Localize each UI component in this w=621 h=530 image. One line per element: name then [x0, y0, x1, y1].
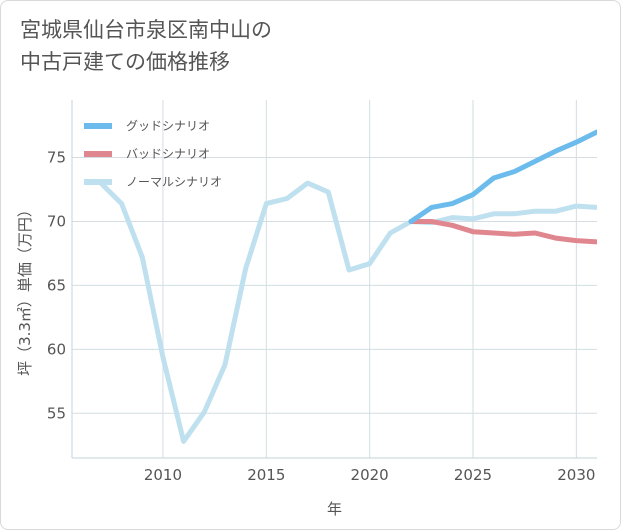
- series-line-2: [98, 180, 597, 444]
- chart-title-line2: 中古戸建ての価格推移: [20, 50, 230, 74]
- legend-label-2: ノーマルシナリオ: [126, 175, 222, 189]
- x-tick-label: 2020: [351, 466, 389, 484]
- tick-labels: 2010 2015 2020 2025 2030 55 60 65 70 75: [47, 149, 596, 484]
- x-tick-label: 2010: [144, 466, 182, 484]
- series-lines: [98, 129, 597, 444]
- chart-title-line1: 宮城県仙台市泉区南中山の: [20, 18, 272, 42]
- x-tick-label: 2025: [454, 466, 492, 484]
- y-tick-label: 75: [47, 149, 66, 167]
- series-line-0: [408, 129, 597, 224]
- plot-frame: [71, 100, 597, 459]
- chart-title: 宮城県仙台市泉区南中山の 中古戸建ての価格推移: [20, 14, 272, 78]
- x-tick-label: 2030: [557, 466, 595, 484]
- y-tick-label: 65: [47, 276, 66, 294]
- series-line-1: [408, 219, 597, 245]
- y-tick-label: 55: [47, 404, 66, 422]
- x-tick-label: 2015: [247, 466, 285, 484]
- y-tick-label: 70: [47, 212, 66, 230]
- y-axis-label: 坪（3.3㎡）単価（万円）: [16, 202, 34, 376]
- legend-label-0: グッドシナリオ: [126, 119, 210, 133]
- y-tick-label: 60: [47, 340, 66, 358]
- legend-label-1: バッドシナリオ: [126, 147, 210, 161]
- x-axis-label: 年: [327, 500, 342, 518]
